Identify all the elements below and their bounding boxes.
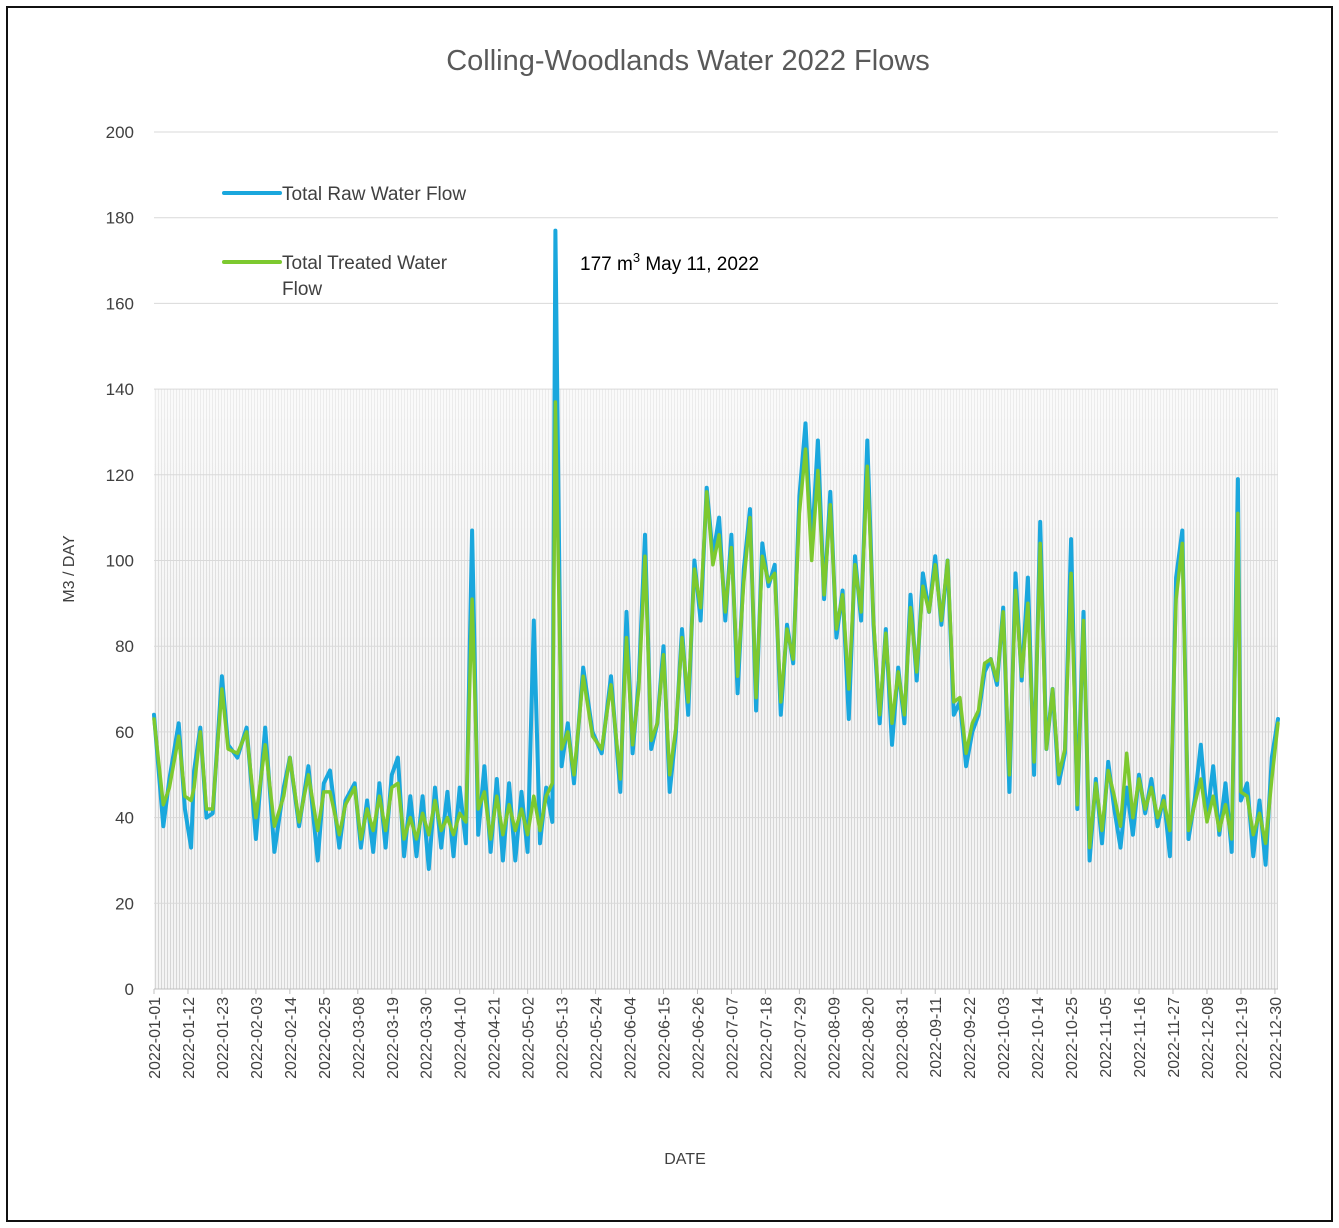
x-tick-label: 2022-08-31 [894, 997, 911, 1079]
x-tick-label: 2022-07-29 [792, 997, 809, 1079]
chart-frame: Colling-Woodlands Water 2022 Flows 0 20 40… [6, 6, 1333, 1222]
x-tick-label: 2022-02-14 [283, 997, 300, 1079]
y-tick-label: 200 [106, 123, 134, 142]
x-tick-label: 2022-03-30 [419, 997, 436, 1079]
series-line-treated [152, 400, 1280, 850]
x-tick-label: 2022-11-16 [1132, 997, 1149, 1078]
x-tick-label: 2022-08-09 [826, 997, 843, 1079]
x-tick-label: 2022-06-26 [690, 997, 707, 1079]
annotation-date: May 11, 2022 [640, 254, 759, 275]
plot-background [154, 389, 1278, 990]
y-tick-label: 20 [115, 894, 134, 913]
x-tick-label: 2022-05-24 [589, 997, 606, 1079]
x-tick-label: 2022-09-11 [928, 997, 945, 1078]
y-tick-label: 180 [106, 209, 134, 228]
x-tick-label: 2022-06-15 [657, 997, 674, 1079]
x-tick-label: 2022-10-03 [996, 997, 1013, 1079]
y-tick-label: 160 [106, 294, 134, 313]
annotation-superscript: 3 [633, 250, 640, 265]
y-axis-title: M3 / DAY [61, 535, 78, 603]
x-tick-label: 2022-01-23 [215, 997, 232, 1079]
legend-label: Total Raw Water Flow [282, 184, 466, 205]
y-tick-label: 0 [125, 980, 134, 999]
legend: Total Raw Water Flow Total Treated Water F… [222, 184, 466, 300]
y-tick-label: 80 [115, 637, 134, 656]
x-tick-label: 2022-04-21 [487, 997, 504, 1079]
x-tick-label: 2022-02-03 [249, 997, 266, 1079]
x-tick-label: 2022-06-04 [623, 997, 640, 1079]
x-tick-label: 2022-03-19 [385, 997, 402, 1079]
x-tick-label: 2022-04-10 [453, 997, 470, 1079]
x-tick-label: 2022-10-25 [1064, 997, 1081, 1079]
x-tick-label: 2022-07-18 [758, 997, 775, 1079]
peak-annotation: 177 m3 May 11, 2022 [580, 250, 759, 275]
x-tick-label: 2022-12-30 [1268, 997, 1285, 1079]
x-tick-label: 2022-11-27 [1166, 997, 1183, 1078]
x-tick-label: 2022-02-25 [317, 997, 334, 1079]
y-tick-label: 100 [106, 552, 134, 571]
x-tick-label: 2022-11-05 [1098, 997, 1115, 1078]
x-tick-label: 2022-05-02 [521, 997, 538, 1079]
x-tick-label: 2022-05-13 [555, 997, 572, 1079]
grid-lines [153, 131, 1278, 994]
x-tick-labels: 2022-01-01 2022-01-12 2022-01-23 2022-02-03… [147, 997, 1285, 1079]
y-tick-label: 60 [115, 723, 134, 742]
x-tick-label: 2022-12-19 [1234, 997, 1251, 1079]
y-tick-label: 140 [106, 380, 134, 399]
x-tick-label: 2022-08-20 [860, 997, 877, 1079]
y-tick-labels: 0 20 40 60 80 100 120 140 160 180 200 [106, 123, 134, 999]
series-lines [152, 228, 1280, 871]
x-tick-label: 2022-01-12 [181, 997, 198, 1079]
x-axis-title: DATE [664, 1151, 705, 1168]
x-tick-label: 2022-10-14 [1030, 997, 1047, 1079]
x-tick-label: 2022-03-08 [351, 997, 368, 1079]
x-tick-label: 2022-07-07 [724, 997, 741, 1079]
chart-title: Colling-Woodlands Water 2022 Flows [446, 45, 930, 77]
x-tick-label: 2022-01-01 [147, 997, 164, 1079]
annotation-value: 177 m [580, 254, 633, 275]
x-tick-label: 2022-09-22 [962, 997, 979, 1079]
chart: Colling-Woodlands Water 2022 Flows 0 20 40… [61, 45, 1285, 1168]
y-tick-label: 40 [115, 809, 134, 828]
legend-label: Total Treated Water Flow [282, 253, 448, 300]
x-tick-label: 2022-12-08 [1200, 997, 1217, 1079]
y-tick-label: 120 [106, 466, 134, 485]
